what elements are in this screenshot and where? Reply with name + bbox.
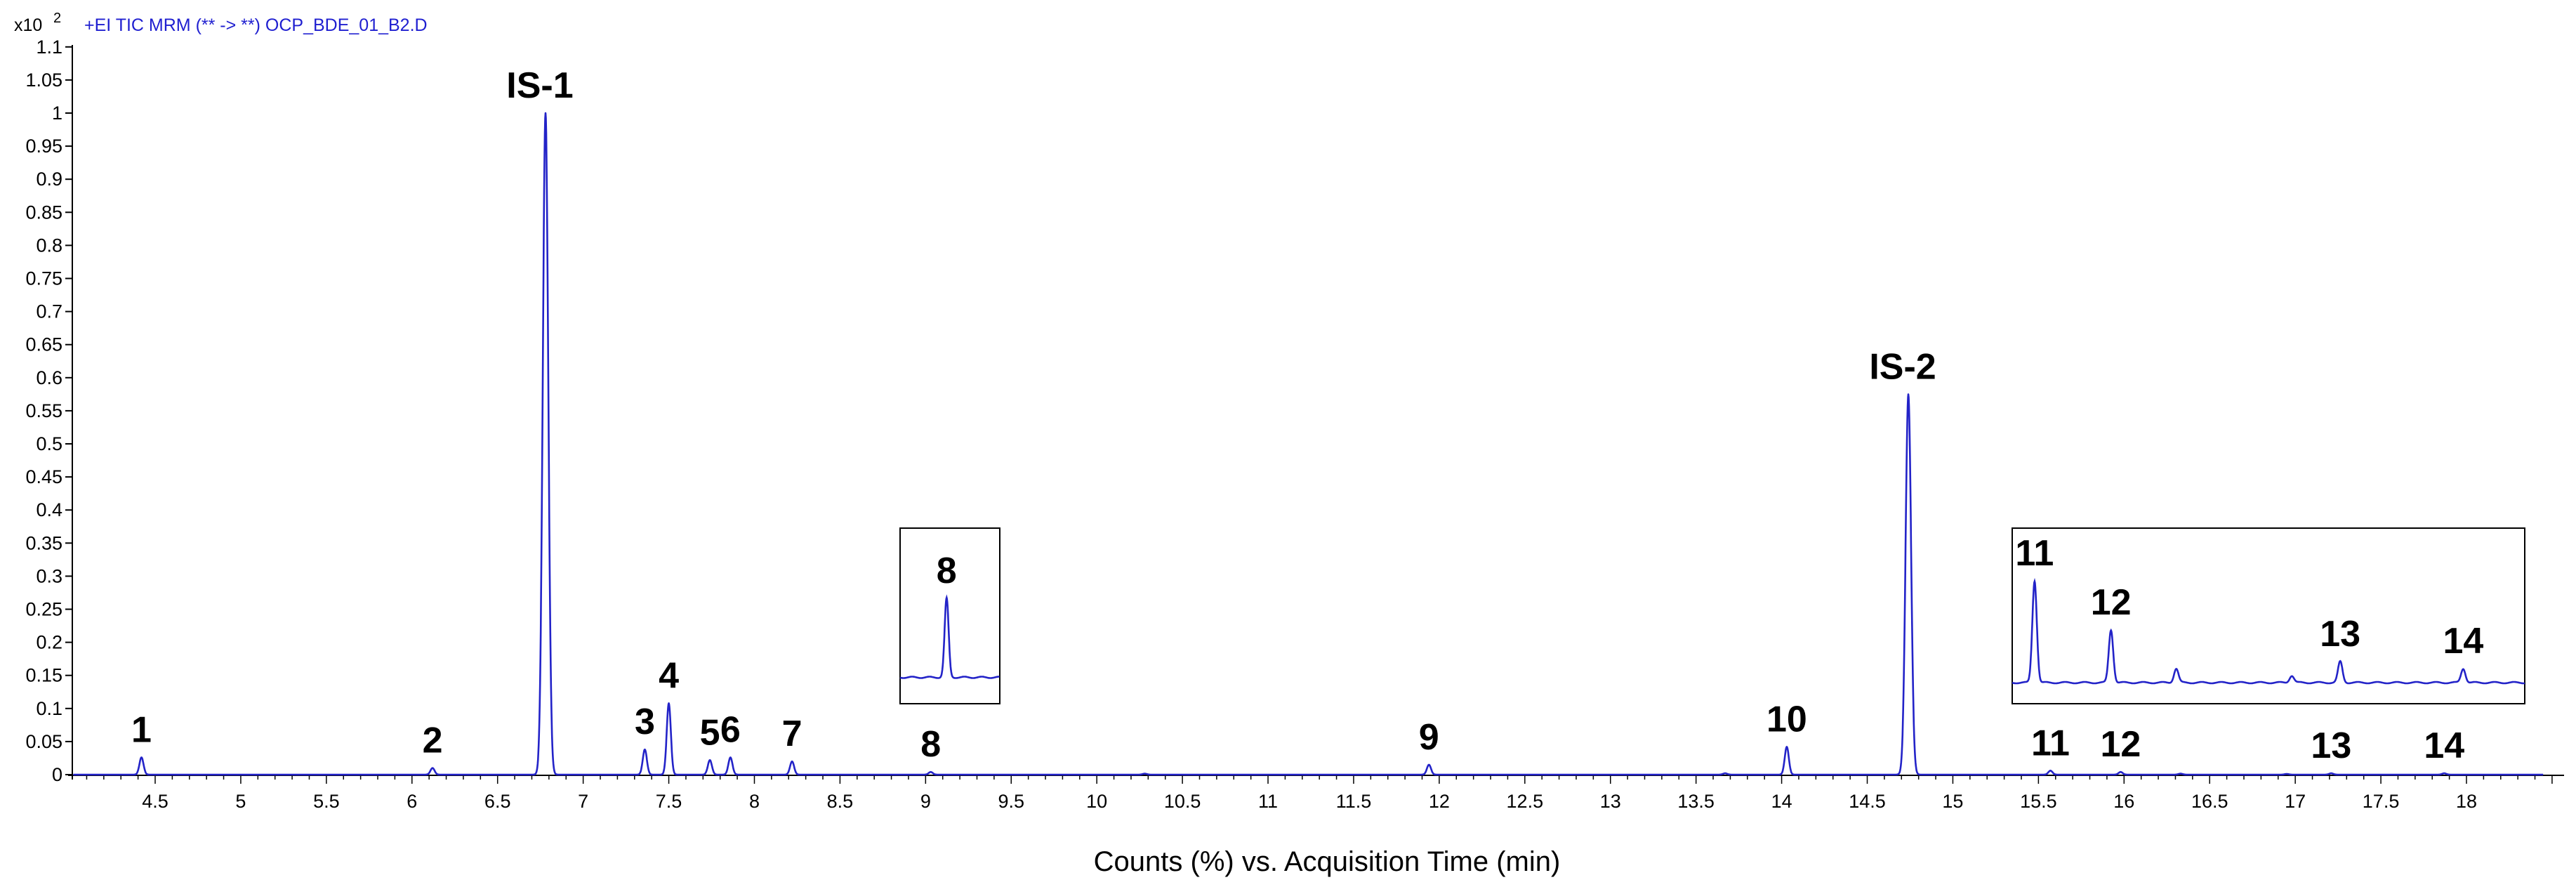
y-tick-label: 0.3 [36, 565, 62, 586]
peak-label: 4 [659, 655, 679, 696]
inset-peak-label: 11 [2015, 533, 2054, 574]
y-tick-label: 0.75 [25, 268, 62, 289]
inset-frame [899, 527, 1000, 704]
x-tick-label: 11 [1258, 791, 1278, 812]
y-tick-label: 0 [52, 764, 62, 785]
peak-label: 2 [423, 721, 443, 761]
trace-title: +EI TIC MRM (** -> **) OCP_BDE_01_B2.D [84, 15, 428, 35]
peak-label: 8 [920, 724, 941, 765]
x-tick-label: 5.5 [313, 791, 340, 812]
scale-exponent: 2 [53, 11, 61, 26]
peak-label: 10 [1766, 699, 1807, 740]
peak-label: 9 [1419, 717, 1439, 758]
x-axis-title: Counts (%) vs. Acquisition Time (min) [1094, 846, 1561, 877]
peak-label: 11 [2031, 723, 2070, 763]
y-tick-label: 0.85 [25, 202, 62, 223]
y-tick-label: 0.9 [36, 169, 62, 190]
x-tick-label: 13 [1600, 791, 1621, 812]
x-tick-label: 10 [1086, 791, 1107, 812]
peak-label: 7 [782, 714, 802, 754]
peak-label: 1 [131, 710, 152, 751]
y-tick-label: 0.4 [36, 499, 62, 520]
y-tick-label: 0.45 [25, 466, 62, 487]
peak-label: 12 [2100, 724, 2141, 765]
y-tick-label: 0.95 [25, 136, 62, 157]
inset-peak-label: 13 [2320, 614, 2360, 655]
inset-peaks-11-14: 11 12 13 14 [2012, 527, 2525, 704]
x-tick-label: 15 [1942, 791, 1963, 812]
x-tick-label: 16.5 [2191, 791, 2228, 812]
x-tick-label: 6 [407, 791, 417, 812]
x-axis-ticks: 4.5 5 5.5 6 6.5 7 7.5 8 8.5 9 9.5 10 10.5 11 11.5 12 12.… [86, 775, 2553, 812]
x-tick-label: 7 [578, 791, 588, 812]
x-tick-label: 6.5 [484, 791, 511, 812]
peak-label: IS-1 [506, 65, 573, 106]
y-tick-label: 0.6 [36, 367, 62, 388]
inset-peak-8: 8 [899, 527, 1000, 704]
x-tick-label: 17 [2285, 791, 2306, 812]
x-tick-label: 12.5 [1507, 791, 1544, 812]
x-tick-label: 7.5 [656, 791, 682, 812]
x-tick-label: 12 [1429, 791, 1450, 812]
inset-peak-label: 14 [2443, 621, 2483, 662]
x-tick-label: 5 [235, 791, 246, 812]
y-tick-label: 1 [52, 103, 62, 124]
scale-prefix: x10 [14, 15, 42, 35]
peak-label: 5 [700, 712, 720, 753]
tic-trace-line [72, 112, 2544, 776]
x-tick-label: 13.5 [1677, 791, 1715, 812]
y-tick-label: 0.15 [25, 665, 62, 686]
y-tick-label: 0.35 [25, 532, 62, 553]
x-tick-label: 17.5 [2363, 791, 2400, 812]
peak-label: 14 [2424, 725, 2464, 766]
x-tick-label: 9 [920, 791, 931, 812]
x-tick-label: 4.5 [142, 791, 169, 812]
inset-peak-label: 8 [937, 551, 957, 591]
y-axis-ticks: 0 0.05 0.1 0.15 0.2 0.25 0.3 0.35 0.4 0.45 0.5 0.55… [25, 37, 72, 785]
x-tick-label: 14 [1771, 791, 1792, 812]
peak-label: 13 [2311, 725, 2351, 766]
y-tick-label: 0.7 [36, 301, 62, 322]
x-tick-label: 10.5 [1164, 791, 1201, 812]
y-tick-label: 1.1 [36, 37, 62, 58]
y-tick-label: 0.8 [36, 235, 62, 256]
inset-frame [2012, 527, 2525, 704]
y-tick-label: 0.1 [36, 698, 62, 719]
inset-peak-label: 12 [2091, 582, 2132, 623]
y-tick-label: 0.65 [25, 334, 62, 355]
x-tick-label: 8 [749, 791, 760, 812]
y-tick-label: 0.2 [36, 632, 62, 653]
peak-label: IS-2 [1869, 346, 1936, 387]
inset-trace-line [899, 594, 1000, 679]
inset-trace-line [2012, 577, 2525, 685]
y-tick-label: 0.5 [36, 433, 62, 454]
chart-header: x10 2 +EI TIC MRM (** -> **) OCP_BDE_01_… [14, 11, 428, 35]
x-tick-label: 8.5 [827, 791, 854, 812]
x-tick-label: 16 [2113, 791, 2134, 812]
x-tick-label: 9.5 [998, 791, 1024, 812]
y-tick-label: 0.55 [25, 400, 62, 421]
peak-label: 6 [720, 710, 741, 751]
x-tick-label: 15.5 [2020, 791, 2057, 812]
insets: 8 11 12 13 14 [899, 527, 2525, 704]
x-tick-label: 14.5 [1849, 791, 1886, 812]
x-tick-label: 18 [2456, 791, 2477, 812]
x-tick-label: 11.5 [1336, 791, 1372, 812]
y-tick-label: 0.05 [25, 731, 62, 752]
y-tick-label: 1.05 [25, 70, 62, 91]
y-tick-label: 0.25 [25, 599, 62, 620]
peak-label: 3 [635, 702, 655, 742]
